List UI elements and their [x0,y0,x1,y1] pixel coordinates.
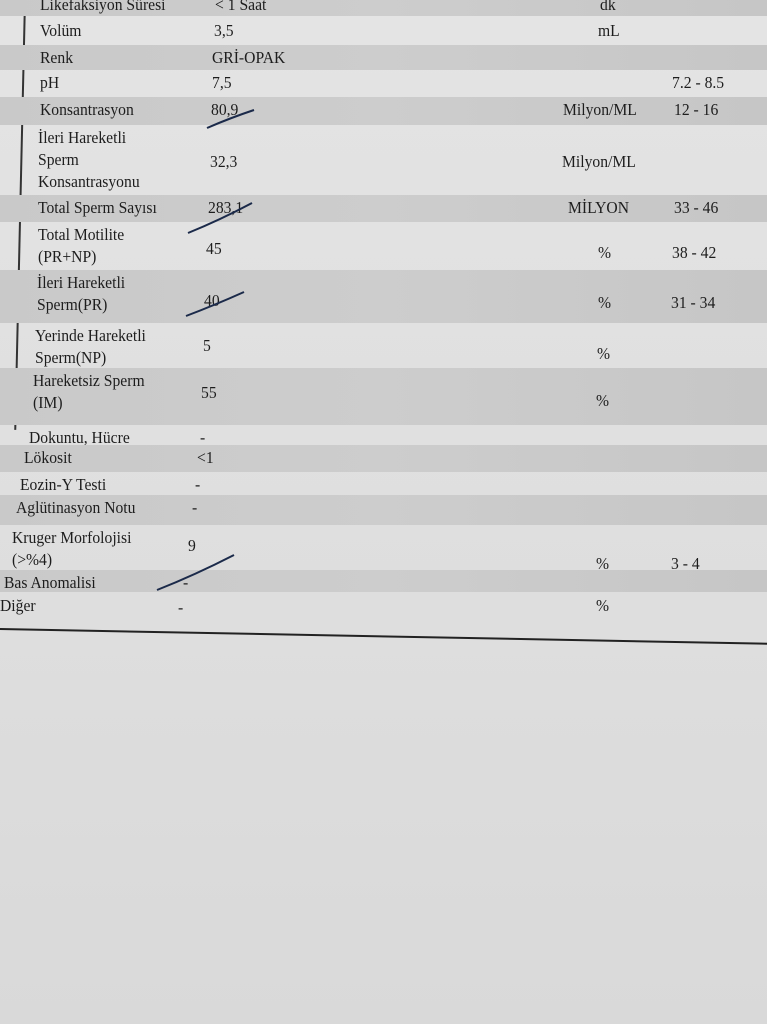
row-unit: mL [598,21,620,40]
table-row: pH 7,5 7.2 - 8.5 [0,70,767,97]
row-label: Likefaksiyon Süresi [40,0,166,14]
row-reference-range: 33 - 46 [674,198,719,217]
row-unit: % [596,596,610,615]
row-unit: MİLYON [568,198,629,217]
table-row: Konsantrasyon 80,9 Milyon/ML 12 - 16 [0,97,767,125]
row-value: 45 [206,239,222,258]
row-value: - [195,475,201,494]
row-label: Total Motilite (PR+NP) [38,225,125,266]
row-value: - [200,428,206,447]
row-value: - [192,498,198,517]
table-row: Renk GRİ-OPAK [0,45,767,70]
row-label: Hareketsiz Sperm (IM) [33,371,145,412]
table-row: İleri Hareketli Sperm(PR) 40% 31 - 34 [0,270,767,323]
row-label: Kruger Morfolojisi (>%4) [12,528,132,569]
row-unit: Milyon/ML [562,152,636,171]
row-label: Renk [40,48,74,67]
row-value: 40 [204,291,220,310]
row-value: <1 [197,448,214,467]
table-row: Kruger Morfolojisi (>%4) 9% 3 - 4 [0,525,767,573]
table-row: Yerinde Hareketli Sperm(NP) 5% [0,323,767,368]
row-reference-range: 7.2 - 8.5 [672,73,725,92]
row-label: Dokuntu, Hücre [29,428,130,447]
table-row: Likefaksiyon Süresi < 1 Saat dk [0,0,767,16]
row-unit: % [598,293,612,312]
row-label: Total Sperm Sayısı [38,198,157,217]
row-reference-range: 3 - 4 [671,554,700,573]
row-label: İleri Hareketli Sperm Konsantrasyonu [38,128,140,191]
row-label: Aglütinasyon Notu [16,498,136,517]
row-value: 9 [188,536,196,555]
row-unit: Milyon/ML [563,100,637,119]
row-label: Volüm [40,21,82,40]
row-label: Diğer [0,596,36,615]
row-reference-range: 31 - 34 [671,293,716,312]
row-value: < 1 Saat [215,0,267,14]
row-label: İleri Hareketli Sperm(PR) [37,273,126,314]
row-unit: % [596,554,610,573]
table-row: Volüm 3,5 mL [0,18,767,45]
row-value: 80,9 [211,100,239,119]
row-value: - [183,573,189,592]
row-reference-range: 12 - 16 [674,100,719,119]
table-row: Eozin-Y Testi - [0,472,767,495]
row-label: Bas Anomalisi [4,573,96,592]
table-row: Diğer -% [0,593,767,620]
row-unit: dk [600,0,616,14]
row-label: Lökosit [24,448,72,467]
row-unit: % [598,243,612,262]
table-bottom-border [0,628,767,645]
row-label: Yerinde Hareketli Sperm(NP) [35,326,146,367]
table-row: Aglütinasyon Notu - [0,495,767,525]
row-reference-range: 38 - 42 [672,243,717,262]
row-unit: % [596,391,610,410]
row-value: 32,3 [210,152,238,171]
table-row: Hareketsiz Sperm (IM) 55% [0,368,767,425]
row-value: 5 [203,336,211,355]
table-row: İleri Hareketli Sperm Konsantrasyonu 32,3… [0,125,767,195]
row-value: 7,5 [212,73,232,92]
row-label: Eozin-Y Testi [20,475,107,494]
row-label: Konsantrasyon [40,100,134,119]
row-value: GRİ-OPAK [212,48,286,67]
row-unit: % [597,344,611,363]
row-value: 283,1 [208,198,244,217]
row-label: pH [40,73,60,92]
table-row: Bas Anomalisi - [0,570,767,592]
row-value: 55 [201,383,217,402]
table-row: Total Motilite (PR+NP) 45% 38 - 42 [0,222,767,270]
table-row: Lökosit <1 [0,445,767,472]
table-row: Total Sperm Sayısı 283,1 MİLYON 33 - 46 [0,195,767,222]
table-row: Dokuntu, Hücre - [0,425,767,447]
row-value: - [178,598,184,617]
row-value: 3,5 [214,21,234,40]
